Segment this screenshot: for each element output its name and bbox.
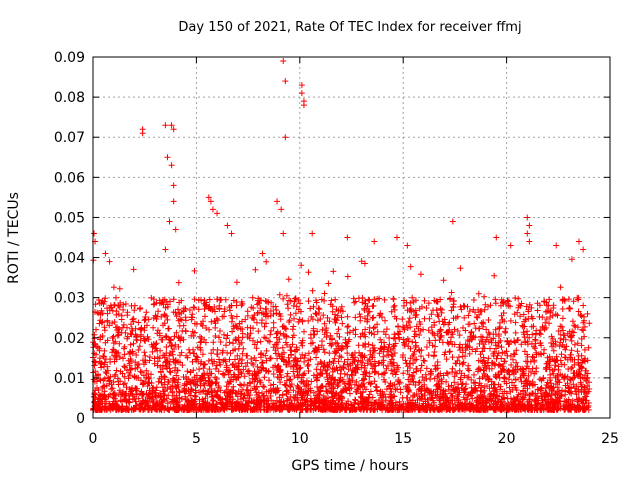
data-point <box>168 162 175 169</box>
plot-frame <box>92 56 611 419</box>
x-tick-label: 10 <box>291 431 309 447</box>
x-tick-label: 5 <box>192 431 201 447</box>
data-point <box>526 222 533 229</box>
data-point <box>393 234 400 241</box>
y-tick-label: 0.02 <box>54 331 85 347</box>
data-point <box>300 102 307 109</box>
data-point <box>166 218 173 225</box>
data-point <box>170 126 177 133</box>
data-point <box>524 230 531 237</box>
y-tick-label: 0.09 <box>54 50 85 66</box>
data-point <box>282 134 289 141</box>
data-point <box>282 78 289 85</box>
data-point <box>91 230 98 237</box>
data-point <box>106 258 113 265</box>
data-point <box>298 82 305 89</box>
data-point <box>224 222 231 229</box>
y-tick-label: 0.01 <box>54 371 85 387</box>
data-point <box>162 122 169 129</box>
data-point <box>207 198 214 205</box>
data-point <box>168 122 175 129</box>
y-tick-label: 0.04 <box>54 251 85 267</box>
data-point <box>575 238 582 245</box>
data-point <box>371 238 378 245</box>
data-point <box>162 246 169 253</box>
data-point <box>507 242 514 249</box>
chart-title: Day 150 of 2021, Rate Of TEC Index for r… <box>178 20 521 35</box>
data-point <box>298 90 305 97</box>
y-tick-label: 0 <box>76 411 85 427</box>
scatter-cloud <box>90 256 593 413</box>
x-tick-label: 20 <box>498 431 516 447</box>
y-tick-label: 0.06 <box>54 170 85 186</box>
data-point <box>280 230 287 237</box>
data-point <box>139 130 146 137</box>
axis-ticks: 0 5 10 15 20 25 0 0.01 0.02 0.03 0.04 0.05 0.06 0.07 0… <box>54 50 619 447</box>
data-point <box>102 250 109 257</box>
data-point <box>524 214 531 221</box>
y-tick-label: 0.07 <box>54 130 85 146</box>
data-point <box>214 210 221 217</box>
data-point <box>493 234 500 241</box>
data-point <box>228 230 235 237</box>
data-point <box>344 234 351 241</box>
y-tick-label: 0.08 <box>54 90 85 106</box>
data-point <box>205 194 212 201</box>
y-tick-label: 0.05 <box>54 210 85 226</box>
y-axis-label: ROTI / TECUs <box>6 192 22 284</box>
x-tick-label: 0 <box>89 431 98 447</box>
data-point <box>170 182 177 189</box>
data-point <box>172 226 179 233</box>
data-point <box>164 154 171 161</box>
data-point <box>449 218 456 225</box>
x-tick-label: 15 <box>394 431 412 447</box>
data-point <box>259 250 266 257</box>
grid-lines <box>93 57 610 418</box>
data-points <box>90 58 593 413</box>
data-point <box>309 230 316 237</box>
data-point <box>580 246 587 253</box>
data-point <box>526 238 533 245</box>
data-point <box>278 206 285 213</box>
x-tick-label: 25 <box>601 431 619 447</box>
data-point <box>274 198 281 205</box>
data-point <box>280 58 287 65</box>
data-point <box>404 242 411 249</box>
data-point <box>170 198 177 205</box>
data-point <box>209 206 216 213</box>
x-axis-label: GPS time / hours <box>291 458 408 474</box>
y-tick-label: 0.03 <box>54 291 85 307</box>
data-point <box>553 242 560 249</box>
